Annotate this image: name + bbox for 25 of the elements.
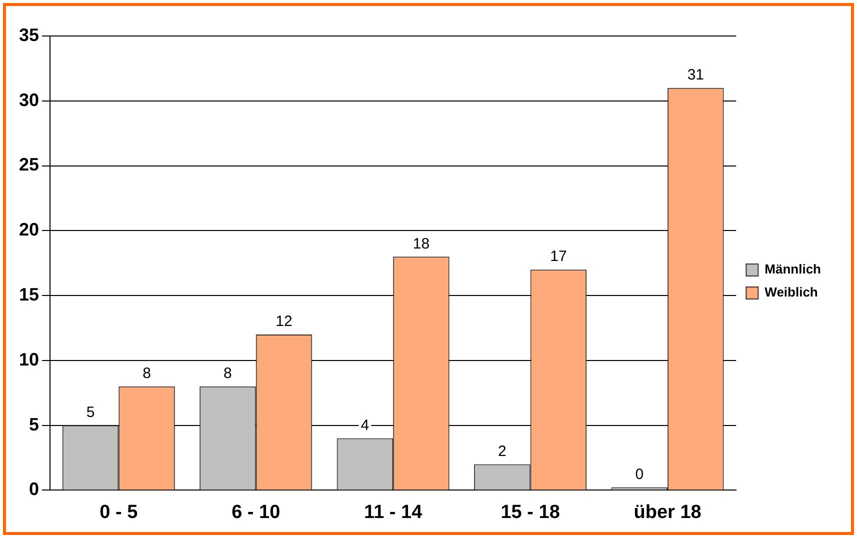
data-label: 12 — [276, 313, 292, 330]
y-tick-label: 10 — [18, 349, 40, 370]
data-label: 18 — [412, 235, 430, 252]
x-tick-label: 11 - 14 — [364, 502, 423, 523]
legend-label: Männlich — [764, 262, 822, 277]
y-tick-label: 35 — [18, 24, 40, 45]
x-tick-label: 6 - 10 — [232, 502, 280, 523]
y-tick-label: 15 — [18, 284, 40, 305]
x-tick-label: 15 - 18 — [500, 502, 560, 523]
data-label: 5 — [86, 404, 95, 421]
y-tick-label: 25 — [18, 154, 40, 175]
data-label: 4 — [360, 416, 370, 434]
x-tick-label: über 18 — [634, 502, 702, 523]
x-tick-label: 0 - 5 — [100, 502, 138, 523]
y-tick-label: 0 — [29, 479, 40, 500]
y-tick-label: 20 — [18, 220, 40, 240]
data-label: 2 — [498, 442, 506, 460]
data-label: 8 — [142, 365, 151, 382]
data-label: 31 — [687, 66, 704, 84]
data-label: 17 — [550, 248, 567, 266]
legend-label: Weiblich — [764, 284, 818, 300]
data-label: 8 — [224, 365, 232, 382]
y-tick-label: 5 — [29, 414, 40, 434]
data-label: 0 — [635, 466, 644, 483]
y-tick-label: 30 — [18, 90, 40, 110]
